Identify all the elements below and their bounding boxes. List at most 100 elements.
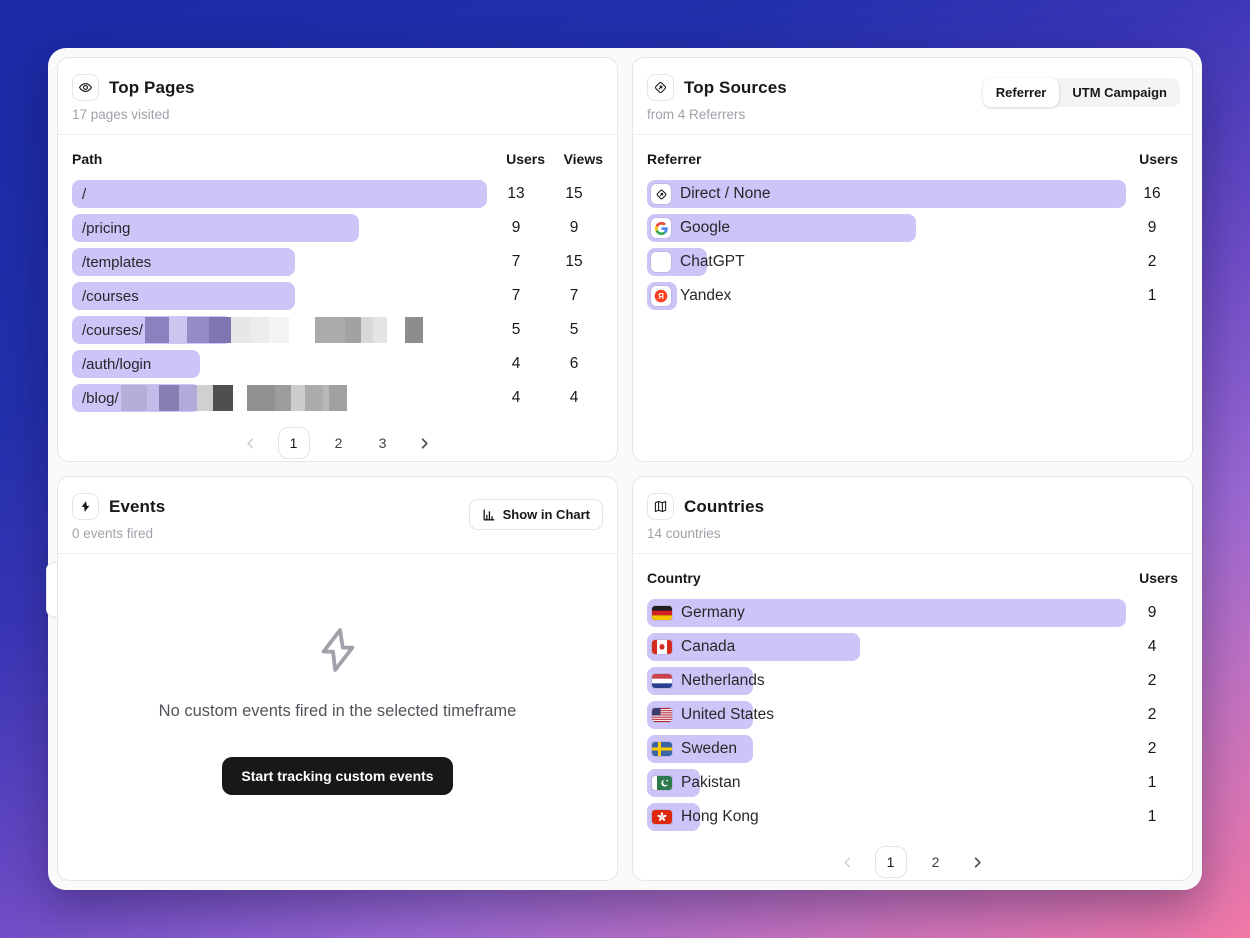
country-bar: Netherlands: [647, 667, 765, 695]
source-bar: Direct / None: [647, 180, 1126, 208]
users-value: 2: [1147, 740, 1157, 757]
users-value: 16: [1143, 185, 1161, 202]
column-views: Views: [563, 151, 603, 167]
users-value: 9: [1147, 219, 1157, 236]
yandex-icon: Я: [651, 286, 671, 306]
flag-netherlands-icon: [652, 674, 672, 688]
page-button-1[interactable]: 1: [277, 427, 310, 459]
page-bar: /courses/: [72, 316, 423, 344]
top-pages-header: Top Pages 17 pages visited: [58, 58, 617, 135]
flag-canada-icon: [652, 640, 672, 654]
chevron-left-icon[interactable]: [835, 849, 861, 875]
flag-sweden-icon: [652, 742, 672, 756]
panel-title: Top Sources: [684, 77, 787, 97]
table-row[interactable]: /auth/login 4 6: [72, 347, 603, 381]
table-row[interactable]: Sweden 2: [647, 732, 1178, 766]
source-bar: Google: [647, 214, 917, 242]
users-value: 7: [511, 287, 521, 304]
panel-subtitle: 14 countries: [647, 526, 721, 541]
page-bar: /auth/login: [72, 350, 200, 378]
page-path: /templates: [82, 253, 152, 271]
users-value: 2: [1147, 706, 1157, 723]
users-value: 2: [1147, 672, 1157, 689]
column-users: Users: [1139, 570, 1178, 586]
page-path: /auth/login: [82, 355, 152, 373]
source-label: Direct / None: [680, 185, 771, 202]
page-path: /courses: [82, 287, 139, 305]
google-icon: [651, 218, 671, 238]
events-panel: Events 0 events fired Show in Chart No c…: [57, 476, 618, 881]
page-button-1[interactable]: 1: [874, 846, 907, 878]
table-row[interactable]: /courses 7 7: [72, 279, 603, 313]
column-country: Country: [647, 570, 701, 586]
chevron-left-icon[interactable]: [238, 430, 264, 456]
country-bar: Hong Kong: [647, 803, 759, 831]
direct-icon: [651, 184, 671, 204]
table-row[interactable]: Я Yandex 1: [647, 279, 1178, 313]
start-tracking-button[interactable]: Start tracking custom events: [222, 757, 453, 795]
table-row[interactable]: United States 2: [647, 698, 1178, 732]
chevron-right-icon[interactable]: [412, 430, 438, 456]
tab-utm-campaign[interactable]: UTM Campaign: [1059, 78, 1180, 107]
users-value: 2: [1147, 253, 1157, 270]
countries-panel: Countries 14 countries Country Users Ger…: [632, 476, 1193, 881]
views-value: 7: [569, 287, 579, 304]
chevron-right-icon[interactable]: [965, 849, 991, 875]
users-value: 9: [511, 219, 521, 236]
table-row[interactable]: Netherlands 2: [647, 664, 1178, 698]
column-users: Users: [1139, 151, 1178, 167]
page-bar: /courses: [72, 282, 296, 310]
table-row[interactable]: / 13 15: [72, 177, 603, 211]
table-row[interactable]: Pakistan 1: [647, 766, 1178, 800]
flag-pakistan-icon: [652, 776, 672, 790]
country-bar: Pakistan: [647, 769, 740, 797]
table-row[interactable]: Google 9: [647, 211, 1178, 245]
page-path: /courses/: [82, 321, 143, 339]
table-row[interactable]: ChatGPT 2: [647, 245, 1178, 279]
users-value: 4: [1147, 638, 1157, 655]
table-row[interactable]: Direct / None 16: [647, 177, 1178, 211]
table-row[interactable]: /blog/ 4 4: [72, 381, 603, 415]
events-header: Events 0 events fired Show in Chart: [58, 477, 617, 554]
users-value: 5: [511, 321, 521, 338]
table-row[interactable]: Germany 9: [647, 596, 1178, 630]
table-row[interactable]: Canada 4: [647, 630, 1178, 664]
country-bar: United States: [647, 701, 774, 729]
users-value: 4: [511, 389, 521, 406]
flag-hong-kong-icon: [652, 810, 672, 824]
page-button-2[interactable]: 2: [324, 427, 354, 459]
views-value: 9: [569, 219, 579, 236]
source-type-tabs: Referrer UTM Campaign: [982, 78, 1180, 107]
top-sources-header: Top Sources from 4 Referrers Referrer UT…: [633, 58, 1192, 135]
source-bar: ChatGPT: [647, 248, 745, 276]
map-icon: [647, 493, 674, 520]
country-label: Hong Kong: [681, 808, 759, 825]
panels-grid: Top Pages 17 pages visited Path Users Vi…: [48, 48, 1202, 890]
table-header: Referrer Users: [647, 141, 1178, 177]
views-value: 15: [565, 185, 583, 202]
countries-header: Countries 14 countries: [633, 477, 1192, 554]
table-row[interactable]: /templates 7 15: [72, 245, 603, 279]
column-users: Users: [506, 151, 545, 167]
table-row[interactable]: /courses/ 5 5: [72, 313, 603, 347]
source-label: Yandex: [680, 287, 732, 304]
country-bar: Germany: [647, 599, 1126, 627]
show-in-chart-button[interactable]: Show in Chart: [468, 499, 603, 530]
table-row[interactable]: /pricing 9 9: [72, 211, 603, 245]
top-pages-panel: Top Pages 17 pages visited Path Users Vi…: [57, 57, 618, 462]
tab-referrer[interactable]: Referrer: [982, 78, 1060, 107]
users-value: 13: [507, 185, 525, 202]
table-row[interactable]: Hong Kong 1: [647, 800, 1178, 834]
flag-germany-icon: [652, 606, 672, 620]
page-button-3[interactable]: 3: [368, 427, 398, 459]
views-value: 15: [565, 253, 583, 270]
country-label: Netherlands: [681, 672, 765, 689]
svg-text:Я: Я: [658, 292, 664, 301]
page-bar: /templates: [72, 248, 296, 276]
table-header: Path Users Views: [72, 141, 603, 177]
users-value: 4: [511, 355, 521, 372]
page-bar: /: [72, 180, 487, 208]
page-button-2[interactable]: 2: [921, 846, 951, 878]
flag-united-states-icon: [652, 708, 672, 722]
